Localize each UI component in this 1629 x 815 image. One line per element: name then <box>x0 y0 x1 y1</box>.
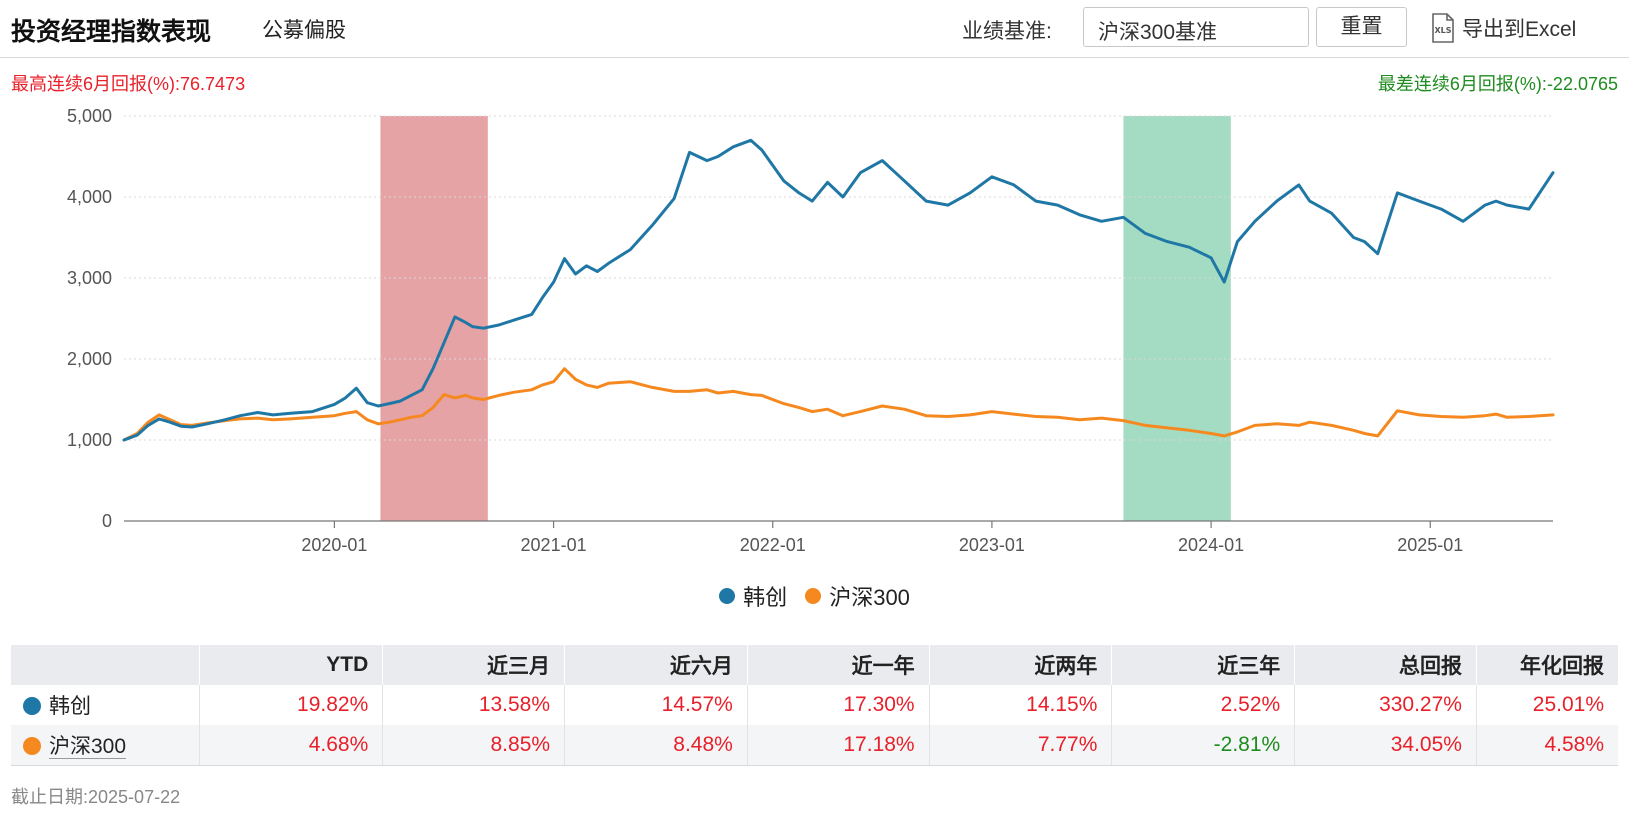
category-label: 公募偏股 <box>262 19 346 42</box>
column-header-total: 总回报 <box>1294 645 1477 685</box>
table-cell: 14.57% <box>564 685 748 725</box>
row-name-fund: 韩创 <box>11 685 200 725</box>
xls-file-icon: XLS <box>1432 13 1454 43</box>
as-of-date-value: 2025-07-22 <box>88 787 181 807</box>
y-tick-label: 0 <box>102 511 112 531</box>
column-header-3y: 近三年 <box>1111 645 1295 685</box>
table-cell: 34.05% <box>1294 725 1477 766</box>
best-return-label: 最高连续6月回报(%): <box>11 74 181 94</box>
table-cell: 8.48% <box>564 725 748 766</box>
x-tick-label: 2024-01 <box>1178 535 1244 555</box>
column-header-2y: 近两年 <box>928 645 1112 685</box>
as-of-date-label: 截止日期: <box>11 787 89 807</box>
best-period-band <box>380 116 488 521</box>
x-tick-label: 2022-01 <box>740 535 806 555</box>
worst-period-band <box>1123 116 1231 521</box>
table-cell: 25.01% <box>1475 685 1618 725</box>
performance-line-chart: 0 1,000 2,000 3,000 4,000 5,000 2020-01 2021-01… <box>67 106 1555 555</box>
row-dot-benchmark <box>23 736 41 755</box>
x-tick-label: 2020-01 <box>301 535 367 555</box>
best-return-value: 76.7473 <box>180 74 246 94</box>
fund-series-line <box>122 138 1555 442</box>
row-name-benchmark: 沪深300 <box>11 725 200 766</box>
column-header-3m: 近三月 <box>382 645 565 685</box>
table-cell: 330.27% <box>1294 685 1477 725</box>
y-tick-label: 3,000 <box>67 268 112 288</box>
table-cell: 19.82% <box>199 685 383 725</box>
column-header-6m: 近六月 <box>564 645 748 685</box>
legend-item-benchmark[interactable]: 沪深300 <box>805 580 910 612</box>
svg-text:XLS: XLS <box>1434 26 1451 35</box>
x-tick-label: 2021-01 <box>521 535 587 555</box>
worst-return: 最差连续6月回报(%):-22.0765 <box>1378 70 1618 96</box>
table-cell: 17.18% <box>746 725 930 766</box>
reset-button[interactable]: 重置 <box>1316 7 1407 47</box>
worst-return-value: -22.0765 <box>1546 74 1618 94</box>
best-return: 最高连续6月回报(%):76.7473 <box>11 70 245 96</box>
export-excel-button[interactable]: XLS 导出到Excel <box>1430 11 1576 45</box>
y-tick-label: 1,000 <box>67 430 112 450</box>
legend-label-fund: 韩创 <box>743 585 788 610</box>
table-cell: 17.30% <box>746 685 930 725</box>
table-cell: 13.58% <box>382 685 565 725</box>
benchmark-series-line <box>122 367 1555 442</box>
table-cell: 7.77% <box>928 725 1112 766</box>
page-title: 投资经理指数表现 <box>11 18 212 46</box>
y-tick-label: 4,000 <box>67 187 112 207</box>
as-of-date: 截止日期:2025-07-22 <box>11 783 180 809</box>
benchmark-select[interactable]: 沪深300基准 <box>1083 7 1309 47</box>
row-dot-fund <box>23 697 41 715</box>
row-label-benchmark[interactable]: 沪深300 <box>49 734 127 759</box>
table-cell: 4.68% <box>199 725 383 766</box>
table-cell: 14.15% <box>928 685 1112 725</box>
legend-dot-fund <box>719 588 736 604</box>
table-cell: -2.81% <box>1111 725 1295 766</box>
legend-label-benchmark: 沪深300 <box>829 585 910 610</box>
legend-dot-benchmark <box>805 588 822 604</box>
worst-return-label: 最差连续6月回报(%): <box>1377 74 1547 94</box>
table-row-benchmark: 沪深300 4.68% 8.85% 8.48% 17.18% 7.77% -2.… <box>11 725 1618 766</box>
y-tick-label: 2,000 <box>67 349 112 369</box>
x-tick-label: 2025-01 <box>1397 535 1463 555</box>
column-header-annualized: 年化回报 <box>1475 645 1618 685</box>
column-header-1y: 近一年 <box>746 645 930 685</box>
header-bar: 投资经理指数表现 公募偏股 业绩基准: 沪深300基准 重置 XLS 导出到Ex… <box>0 0 1629 58</box>
row-label-fund: 韩创 <box>49 695 91 718</box>
legend-item-fund[interactable]: 韩创 <box>719 580 787 612</box>
column-header-ytd: YTD <box>199 645 383 685</box>
table-cell: 4.58% <box>1475 725 1618 766</box>
table-row-fund: 韩创 19.82% 13.58% 14.57% 17.30% 14.15% 2.… <box>11 685 1618 725</box>
y-tick-label: 5,000 <box>67 106 112 126</box>
table-header-row: YTD 近三月 近六月 近一年 近两年 近三年 总回报 年化回报 <box>11 645 1618 685</box>
x-tick-label: 2023-01 <box>959 535 1025 555</box>
benchmark-label: 业绩基准: <box>962 20 1052 43</box>
returns-table: YTD 近三月 近六月 近一年 近两年 近三年 总回报 年化回报 韩创 19.8… <box>11 645 1618 766</box>
table-cell: 8.85% <box>382 725 565 766</box>
column-header-name <box>11 645 200 685</box>
chart-legend: 韩创 沪深300 <box>0 580 1629 612</box>
export-label: 导出到Excel <box>1462 18 1577 41</box>
table-cell: 2.52% <box>1111 685 1295 725</box>
